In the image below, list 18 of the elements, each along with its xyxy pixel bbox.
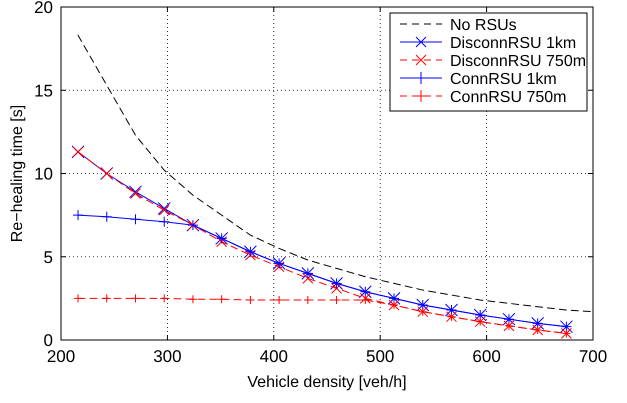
legend-label: ConnRSU 1km — [450, 71, 557, 88]
legend-label: ConnRSU 750m — [450, 89, 566, 106]
x-tick-label: 200 — [46, 347, 76, 366]
x-tick-label: 300 — [153, 347, 182, 366]
x-tick-label: 400 — [260, 347, 288, 366]
y-tick-label: 20 — [34, 0, 53, 17]
x-tick-label: 600 — [472, 347, 501, 366]
legend-label: No RSUs — [450, 17, 517, 34]
y-tick-label: 5 — [44, 248, 53, 267]
y-tick-label: 10 — [34, 164, 53, 184]
x-tick-label: 700 — [578, 347, 608, 366]
y-tick-label: 15 — [34, 81, 53, 100]
x-axis-title: Vehicle density [veh/h] — [247, 374, 407, 391]
legend-label: DisconnRSU 750m — [450, 53, 586, 70]
legend-label: DisconnRSU 1km — [450, 35, 576, 52]
y-tick-label: 0 — [44, 331, 53, 350]
x-tick-label: 500 — [366, 347, 394, 366]
y-axis-title: Re−healing time [s] — [9, 104, 26, 242]
